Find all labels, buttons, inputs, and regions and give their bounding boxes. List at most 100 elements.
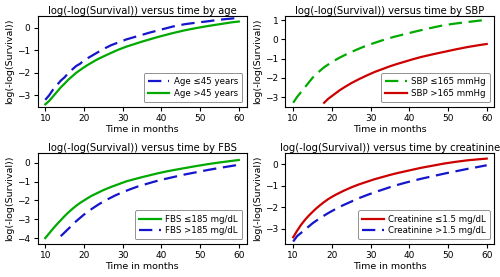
SBP ≤165 mmHg [302, 86, 308, 89]
Line: SBP ≤165 mmHg: SBP ≤165 mmHg [293, 20, 486, 103]
SBP >165 mmHg [379, 68, 385, 71]
FBS ≤185 mg/dL [92, 192, 98, 196]
FBS ≤185 mg/dL [58, 219, 64, 222]
Creatinine ≤1.5 mg/dL [329, 195, 335, 199]
FBS >185 mg/dL [135, 185, 141, 188]
Creatinine ≤1.5 mg/dL [325, 198, 331, 201]
Age ≤45 years [92, 52, 98, 55]
SBP ≤165 mmHg [426, 27, 432, 30]
SBP >165 mmHg [325, 97, 331, 101]
SBP >165 mmHg [364, 74, 370, 77]
Creatinine ≤1.5 mg/dL [394, 171, 400, 175]
Creatinine >1.5 mg/dL [418, 177, 424, 181]
X-axis label: Time in months: Time in months [105, 125, 179, 134]
Age >45 years [62, 82, 68, 85]
SBP >165 mmHg [336, 89, 342, 92]
SBP >165 mmHg [410, 58, 416, 61]
Creatinine >1.5 mg/dL [430, 175, 436, 178]
Age ≤45 years [116, 41, 122, 44]
FBS ≤185 mg/dL [81, 199, 87, 202]
Age >45 years [108, 51, 114, 55]
FBS >185 mg/dL [170, 176, 176, 179]
Creatinine >1.5 mg/dL [356, 196, 362, 200]
SBP ≤165 mmHg [290, 101, 296, 104]
Age >45 years [42, 103, 48, 106]
SBP >165 mmHg [402, 60, 408, 63]
Age >45 years [50, 95, 56, 98]
Creatinine ≤1.5 mg/dL [418, 166, 424, 170]
Age >45 years [116, 48, 122, 51]
X-axis label: Time in months: Time in months [353, 262, 427, 271]
SBP ≤165 mmHg [379, 39, 385, 42]
FBS >185 mg/dL [88, 207, 94, 211]
SBP >165 mmHg [340, 86, 346, 89]
Age >45 years [182, 29, 188, 32]
SBP ≤165 mmHg [391, 35, 397, 39]
SBP >165 mmHg [387, 65, 393, 68]
Age ≤45 years [108, 43, 114, 47]
SBP ≤165 mmHg [329, 60, 335, 64]
FBS ≤185 mg/dL [139, 176, 145, 179]
FBS ≤185 mg/dL [182, 166, 188, 170]
SBP ≤165 mmHg [472, 19, 478, 23]
Creatinine ≤1.5 mg/dL [310, 210, 316, 214]
Age ≤45 years [46, 94, 52, 97]
SBP ≤165 mmHg [336, 56, 342, 59]
Creatinine ≤1.5 mg/dL [302, 219, 308, 222]
Creatinine ≤1.5 mg/dL [333, 193, 339, 196]
FBS >185 mg/dL [205, 168, 211, 172]
Title: log(-log(Survival)) versus time by SBP: log(-log(Survival)) versus time by SBP [296, 6, 484, 16]
Age ≤45 years [132, 35, 138, 39]
Age >45 years [154, 35, 160, 39]
FBS >185 mg/dL [228, 164, 234, 168]
X-axis label: Time in months: Time in months [353, 125, 427, 134]
Age >45 years [70, 75, 75, 78]
FBS ≤185 mg/dL [147, 174, 153, 177]
Creatinine ≤1.5 mg/dL [314, 207, 320, 210]
Age ≤45 years [88, 54, 94, 58]
Creatinine ≤1.5 mg/dL [344, 188, 350, 191]
Creatinine ≤1.5 mg/dL [464, 159, 470, 162]
FBS ≤185 mg/dL [70, 207, 75, 211]
FBS >185 mg/dL [81, 213, 87, 216]
Age >45 years [100, 55, 106, 58]
SBP ≤165 mmHg [344, 52, 350, 55]
Age >45 years [92, 59, 98, 62]
Creatinine >1.5 mg/dL [394, 183, 400, 186]
Legend: Age ≤45 years, Age >45 years: Age ≤45 years, Age >45 years [144, 73, 242, 102]
SBP ≤165 mmHg [414, 29, 420, 33]
Age ≤45 years [81, 59, 87, 62]
SBP >165 mmHg [333, 91, 339, 95]
Creatinine >1.5 mg/dL [372, 191, 378, 194]
Age ≤45 years [42, 98, 48, 101]
Title: log(-log(Survival)) versus time by creatinine: log(-log(Survival)) versus time by creat… [280, 143, 500, 153]
Age ≤45 years [58, 79, 64, 82]
Age >45 years [193, 26, 199, 30]
SBP >165 mmHg [464, 45, 470, 49]
FBS ≤185 mg/dL [62, 214, 68, 218]
Age ≤45 years [54, 83, 60, 87]
Title: log(-log(Survival)) versus time by age: log(-log(Survival)) versus time by age [48, 6, 236, 16]
FBS ≤185 mg/dL [116, 183, 122, 186]
Creatinine ≤1.5 mg/dL [340, 189, 346, 193]
FBS >185 mg/dL [182, 173, 188, 176]
Creatinine >1.5 mg/dL [402, 181, 408, 184]
Age >45 years [170, 31, 176, 35]
SBP ≤165 mmHg [310, 76, 316, 79]
Legend: Creatinine ≤1.5 mg/dL, Creatinine >1.5 mg/dL: Creatinine ≤1.5 mg/dL, Creatinine >1.5 m… [358, 210, 490, 239]
FBS ≤185 mg/dL [66, 211, 71, 214]
SBP >165 mmHg [476, 43, 482, 47]
SBP ≤165 mmHg [314, 72, 320, 76]
Creatinine ≤1.5 mg/dL [336, 191, 342, 194]
Creatinine >1.5 mg/dL [410, 179, 416, 183]
FBS ≤185 mg/dL [124, 179, 130, 183]
SBP ≤165 mmHg [318, 69, 324, 72]
Age ≤45 years [170, 25, 176, 28]
Age >45 years [216, 22, 222, 26]
Creatinine >1.5 mg/dL [318, 216, 324, 220]
Creatinine ≤1.5 mg/dL [476, 158, 482, 161]
Creatinine ≤1.5 mg/dL [387, 173, 393, 177]
FBS ≤185 mg/dL [46, 232, 52, 235]
SBP >165 mmHg [348, 81, 354, 85]
SBP ≤165 mmHg [402, 32, 408, 36]
